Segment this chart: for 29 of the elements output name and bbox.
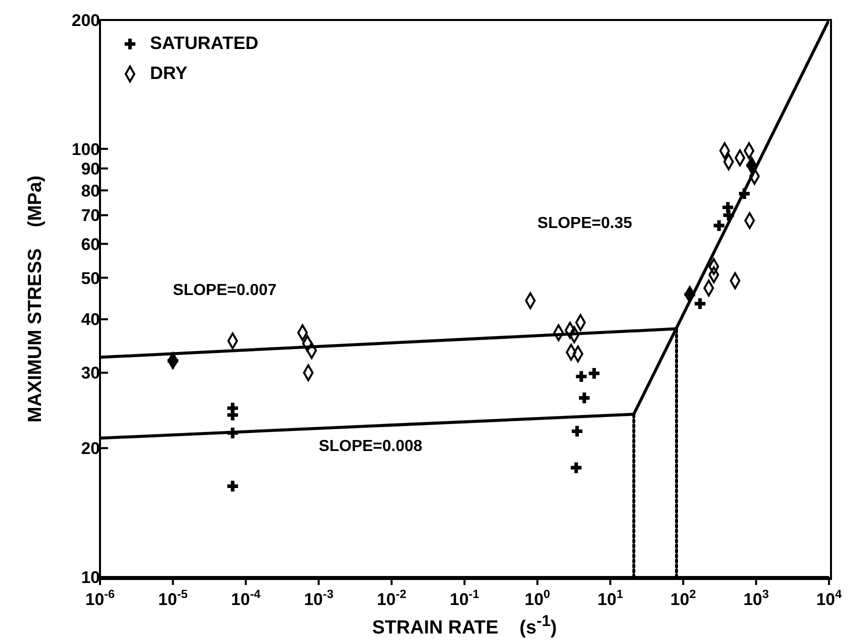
x-tick-label: 10$^{2}$ xyxy=(670,587,696,609)
x-tick-label: 10$^{-1}$ xyxy=(450,587,480,609)
y-tick-label: 100 xyxy=(72,140,100,159)
x-tick-label: 10$^{-3}$ xyxy=(304,587,334,609)
legend-label: SATURATED xyxy=(150,33,258,53)
y-tick-label: 200 xyxy=(72,11,100,30)
x-tick-label: 10$^{-6}$ xyxy=(85,587,116,609)
x-axis-title: STRAIN RATE (s$^{-1}$) xyxy=(371,613,558,640)
y-tick-label: 50 xyxy=(81,268,100,288)
y-axis-title: MAXIMUM STRESS (MPa) xyxy=(25,174,47,422)
x-tick-label: 10$^{-5}$ xyxy=(158,587,188,609)
x-tick-label: 10$^{-4}$ xyxy=(231,587,261,609)
y-tick-label: 20 xyxy=(81,439,100,458)
y-tick-label: 10 xyxy=(81,568,100,587)
y-tick-label: 60 xyxy=(81,234,100,254)
x-tick-label: 10$^{3}$ xyxy=(743,587,770,609)
y-tick-label: 40 xyxy=(81,310,100,330)
y-tick-label: 70 xyxy=(81,206,100,226)
x-tick-label: 10$^{-2}$ xyxy=(376,587,407,609)
legend-label: DRY xyxy=(150,63,188,83)
annotation: SLOPE=0.007 xyxy=(172,282,277,300)
y-tick-label: 90 xyxy=(81,159,100,178)
annotation: SLOPE=0.008 xyxy=(318,438,422,456)
x-tick-label: 10$^{0}$ xyxy=(524,587,551,609)
y-tick-label: 80 xyxy=(81,181,100,200)
x-tick-label: 10$^{1}$ xyxy=(598,587,624,609)
y-tick-label: 30 xyxy=(81,364,100,383)
annotation: SLOPE=0.35 xyxy=(537,214,632,233)
x-tick-label: 10$^{4}$ xyxy=(816,587,842,609)
